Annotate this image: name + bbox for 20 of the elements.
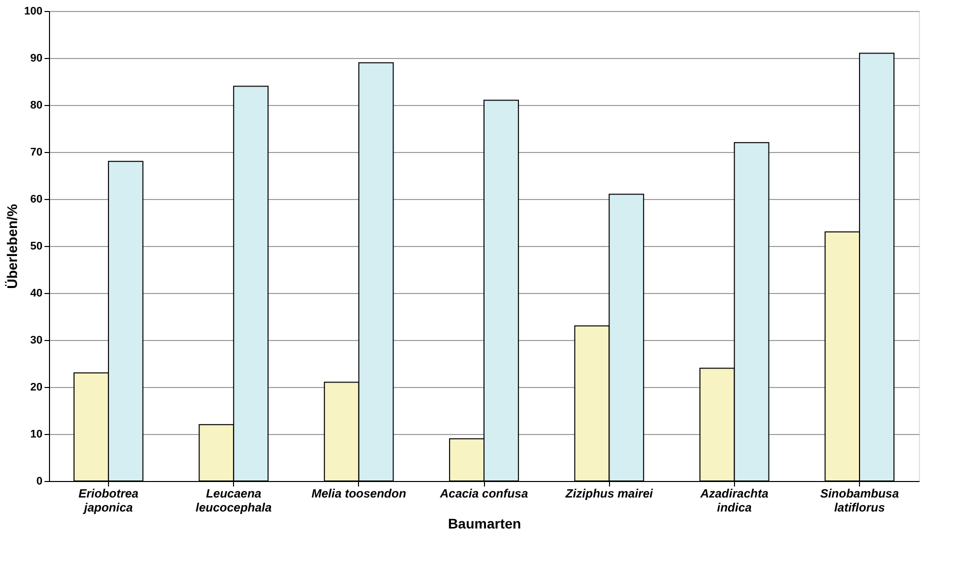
y-tick-label: 90 [30,52,42,64]
y-tick-label: 40 [30,288,42,300]
y-tick-label: 100 [24,6,42,18]
y-tick-label: 30 [30,334,42,346]
y-tick-label: 70 [30,146,42,158]
y-tick-label: 10 [30,428,42,440]
y-tick-label: 60 [30,194,42,206]
y-tick-label: 20 [30,382,42,394]
x-tick-label: Acacia confusa [438,486,528,500]
x-tick-label: Ziziphus mairei [564,486,654,500]
x-tick-label: Eriobotrea japonica [78,486,139,514]
x-tick-label: Sinobambusa latiflorus [820,486,900,514]
x-axis-title: Baumarten [448,516,522,532]
x-tick-label: Leucaena leucocephala [196,486,272,514]
y-tick-label: 80 [30,100,42,112]
y-tick-label: 0 [36,476,42,488]
x-tick-label: Melia toosendon [311,486,406,500]
x-tick-label: Azadirachta indica [699,486,769,514]
y-axis-title: Überleben/% [4,204,20,289]
y-tick-label: 50 [30,240,42,252]
